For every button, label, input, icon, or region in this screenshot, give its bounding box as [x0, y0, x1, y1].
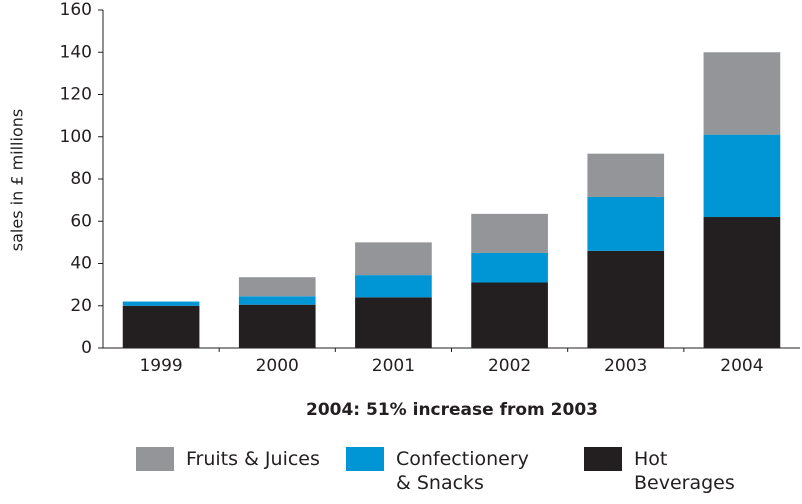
x-tick-label: 2003 — [604, 356, 647, 376]
bar-segment — [471, 252, 548, 283]
y-tick-label: 60 — [70, 211, 92, 231]
bar-segment — [238, 277, 316, 297]
y-tick-label: 80 — [70, 169, 92, 189]
y-tick-label: 160 — [60, 0, 92, 20]
bar-segment — [122, 301, 200, 306]
y-tick-label: 120 — [60, 85, 92, 105]
bar-segment — [703, 134, 781, 218]
y-tick-label: 140 — [60, 42, 92, 62]
y-tick-label: 100 — [60, 127, 92, 147]
bar-segment — [703, 217, 781, 348]
x-tick-label: 2001 — [372, 356, 415, 376]
bar-segment — [703, 52, 781, 135]
bar-segment — [471, 213, 548, 253]
bar-segment — [587, 196, 665, 251]
x-tick-label: 2002 — [488, 356, 531, 376]
y-tick-label: 20 — [70, 296, 92, 316]
chart: sales in £ millions 2004: 51% increase f… — [8, 0, 800, 420]
x-tick-label: 2000 — [256, 356, 299, 376]
bar-segment — [587, 153, 665, 197]
legend-item: Fruits & Juices — [136, 447, 336, 471]
annotation: 2004: 51% increase from 2003 — [306, 400, 598, 420]
bar-segment — [122, 305, 200, 348]
legend-item: Hot Beverages — [584, 447, 764, 495]
bar-segment — [355, 297, 432, 348]
legend-label: Hot Beverages — [634, 448, 735, 494]
bar-segment — [238, 296, 316, 305]
bar-segment — [471, 282, 548, 348]
bar-segment — [355, 242, 432, 276]
x-tick-label: 1999 — [139, 356, 182, 376]
y-tick-label: 0 — [81, 338, 92, 358]
legend-swatch — [136, 447, 174, 471]
y-axis-label: sales in £ millions — [8, 109, 27, 251]
bar-segment — [238, 304, 316, 348]
legend-label: Fruits & Juices — [186, 448, 320, 470]
legend-item: Confectionery & Snacks — [346, 447, 529, 495]
legend-label: Confectionery & Snacks — [396, 448, 529, 494]
legend-swatch — [346, 447, 384, 471]
x-tick-label: 2004 — [720, 356, 763, 376]
bar-segment — [587, 250, 665, 348]
bar-segment — [355, 275, 432, 298]
y-tick-label: 40 — [70, 254, 92, 274]
legend-swatch — [584, 447, 622, 471]
